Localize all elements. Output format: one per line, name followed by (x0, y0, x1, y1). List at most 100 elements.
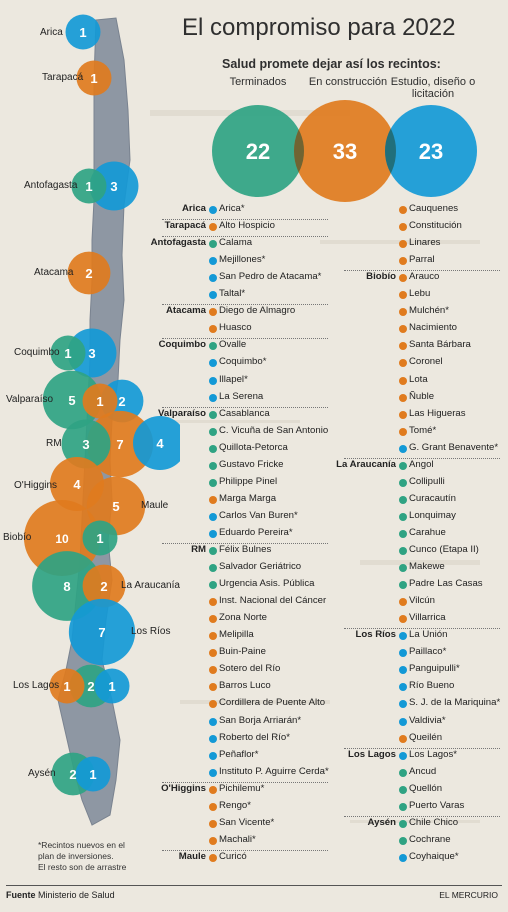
table-row: Zona Norte (0, 612, 508, 629)
hospital-name: Carahue (409, 526, 446, 538)
map-region-label-valparaiso: Valparaíso (6, 394, 54, 405)
status-dot-orange (209, 836, 217, 845)
status-dot-orange (209, 819, 217, 828)
table-row: Paillaco* (0, 646, 508, 663)
table-row: Tarapacá Alto Hospicio (0, 220, 508, 237)
status-dot-orange (399, 223, 407, 232)
hospital-name: Los Lagos* (409, 748, 458, 760)
table-row: Aysén Chile Chico (0, 817, 508, 834)
status-dot-teal (399, 581, 407, 590)
table-row: Philippe Pinel (0, 476, 508, 493)
hospital-name: Pichilemu* (219, 782, 265, 794)
table-row: Eduardo Pereira* (0, 527, 508, 544)
hospital-name: Gustavo Fricke (219, 458, 284, 470)
status-dot-teal (399, 529, 407, 538)
table-separator (344, 270, 500, 272)
status-dot-orange (209, 223, 217, 232)
hospital-name: Buin-Paine (219, 646, 266, 658)
map-bubble-valparaiso-orange (82, 383, 118, 419)
status-dot-blue (209, 529, 217, 538)
hospital-name: Instituto P. Aguirre Cerda* (219, 765, 329, 777)
table-row: Nacimiento (0, 322, 508, 339)
status-dot-teal (399, 495, 407, 504)
hospital-name: Las Higueras (409, 407, 466, 419)
hospital-name: Zona Norte (219, 612, 267, 624)
status-dot-blue (399, 632, 407, 641)
table-row: Coyhaique* (0, 851, 508, 868)
table-row: Curacautín (0, 493, 508, 510)
hospital-name: Philippe Pinel (219, 475, 278, 487)
hospital-name: Alto Hospicio (219, 220, 275, 232)
hospital-name: Coyhaique* (409, 850, 459, 862)
hospital-name: San Pedro de Atacama* (219, 271, 322, 283)
status-dot-blue (209, 751, 217, 760)
table-row: Santa Bárbara (0, 339, 508, 356)
map-bubble-value: 10 (55, 532, 69, 546)
venn-title: Salud promete dejar así los recintos: (222, 57, 441, 71)
hospital-name: Quillota-Petorca (219, 441, 288, 453)
table-separator (344, 747, 500, 749)
table-row: Atacama Diego de Almagro (0, 305, 508, 322)
table-row: Lonquimay (0, 510, 508, 527)
status-dot-blue (399, 649, 407, 658)
hospital-name: Panguipulli* (409, 663, 460, 675)
table-row: Barros Luco (0, 680, 508, 697)
table-row: Ancud (0, 766, 508, 783)
table-row: Los Ríos La Unión (0, 629, 508, 646)
status-dot-blue (209, 291, 217, 300)
map-bubble-arica-blue (65, 14, 101, 50)
table-row: Coquimbo Ovalle (0, 339, 508, 356)
hospital-name: Eduardo Pereira* (219, 526, 293, 538)
table-row: Inst. Nacional del Cáncer (0, 595, 508, 612)
source-label: Fuente (6, 890, 36, 900)
hospital-name: Santa Bárbara (409, 339, 471, 351)
map-bubble-value: 2 (118, 394, 125, 409)
footnote-line: *Recintos nuevos en el (38, 840, 125, 850)
map-region-label-atacama: Atacama (34, 267, 74, 278)
status-dot-teal (209, 342, 217, 351)
hospital-name: Salvador Geriátrico (219, 561, 302, 573)
map-bubble-los-lagos-orange (49, 668, 85, 704)
table-row: Valdivia* (0, 715, 508, 732)
hospital-name: Machali* (219, 833, 256, 845)
table-region-label: Antofagasta (150, 237, 206, 249)
status-dot-orange (399, 427, 407, 436)
brand: EL MERCURIO (439, 890, 498, 900)
hospital-name: Calama (219, 237, 253, 249)
table-row: Rengo* (0, 800, 508, 817)
hospital-name: Mulchén* (409, 305, 449, 317)
hospital-name: Ancud (409, 765, 437, 777)
map-region-label-la-araucania: La Araucanía (121, 580, 180, 591)
status-dot-orange (399, 274, 407, 283)
map-bubble-atacama-orange (67, 251, 111, 295)
table-row: San Borja Arriarán* (0, 715, 508, 732)
map-bubble-valparaiso-teal (42, 370, 102, 430)
hospital-name: Queilén (409, 731, 443, 743)
status-dot-blue (209, 717, 217, 726)
hospital-name: Arauco (409, 271, 440, 283)
status-dot-blue (209, 274, 217, 283)
table-row: Queilén (0, 732, 508, 749)
map-bubble-tarapaca-orange (76, 60, 112, 96)
hospital-name: Mejillones* (219, 254, 266, 266)
hospital-name: Cunco (Etapa II) (409, 544, 479, 555)
status-dot-teal (209, 581, 217, 590)
table-row: Instituto P. Aguirre Cerda* (0, 766, 508, 783)
hospital-name: Curicó (219, 850, 247, 862)
table-row: G. Grant Benavente* (0, 442, 508, 459)
status-dot-teal (399, 819, 407, 828)
hospital-name: C. Vicuña de San Antonio (219, 424, 329, 436)
hospital-name: Cordillera de Puente Alto (219, 697, 326, 709)
map-region-label-antofagasta: Antofagasta (24, 180, 78, 191)
table-region-label: RM (191, 544, 206, 555)
hospital-name: Villarrica (409, 612, 446, 624)
status-dot-teal (209, 478, 217, 487)
table-row: Parral (0, 254, 508, 271)
hospital-name: G. Grant Benavente* (409, 441, 499, 453)
hospital-name: Melipilla (219, 629, 254, 641)
table-row: Cordillera de Puente Alto (0, 697, 508, 714)
map-bubble-la-araucania-orange (82, 564, 126, 608)
hospital-name: Urgencia Asis. Pública (219, 578, 315, 590)
